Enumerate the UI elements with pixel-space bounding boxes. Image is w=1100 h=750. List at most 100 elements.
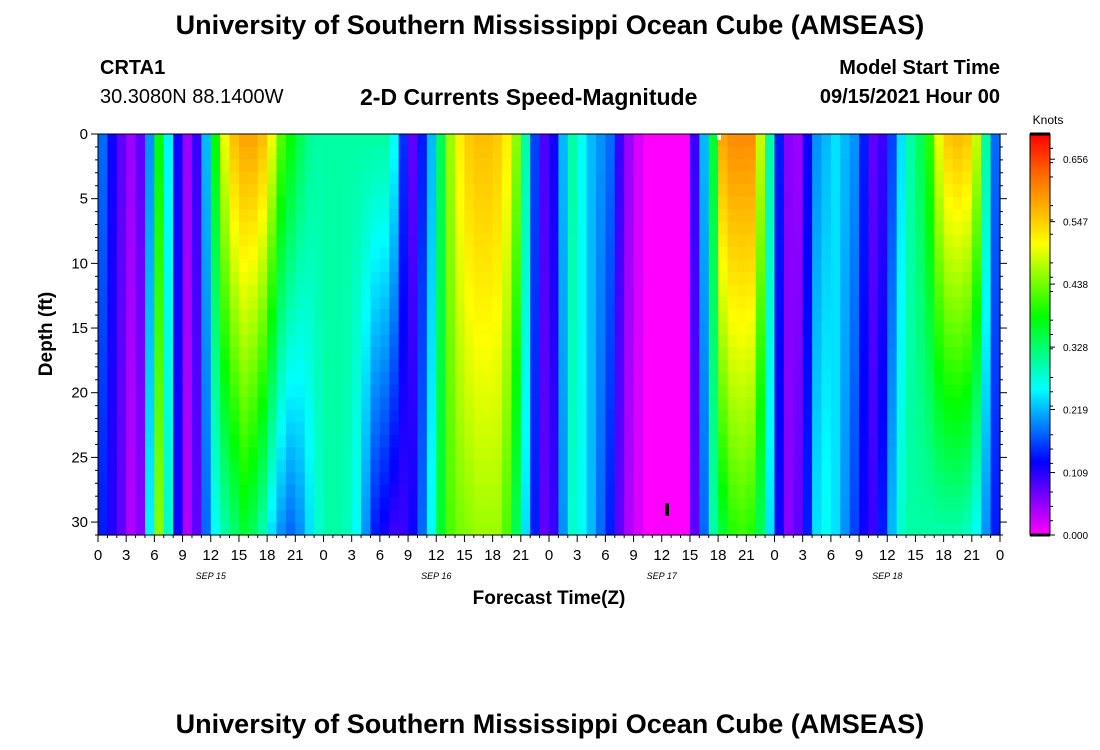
heatmap-cell xyxy=(126,409,137,423)
heatmap-cell xyxy=(727,146,738,160)
heatmap-cell xyxy=(530,284,541,298)
heatmap-cell xyxy=(126,359,137,373)
heatmap-cell xyxy=(614,171,625,185)
heatmap-cell xyxy=(755,296,766,311)
heatmap-cell xyxy=(652,234,663,248)
heatmap-cell xyxy=(389,359,400,373)
heatmap-cell xyxy=(144,422,155,436)
heatmap-cell xyxy=(718,372,729,386)
heatmap-cell xyxy=(464,171,475,185)
heatmap-cell xyxy=(135,271,146,285)
heatmap-cell xyxy=(624,284,635,298)
heatmap-cell xyxy=(539,497,550,511)
heatmap-cell xyxy=(981,409,992,423)
heatmap-cell xyxy=(765,484,776,499)
heatmap-cell xyxy=(859,459,870,473)
heatmap-cell xyxy=(718,271,729,285)
heatmap-cell xyxy=(229,271,240,285)
heatmap-cell xyxy=(389,321,400,336)
heatmap-cell xyxy=(126,472,137,486)
heatmap-cell xyxy=(680,459,691,473)
heatmap-cell xyxy=(868,347,879,361)
heatmap-cell xyxy=(924,146,935,160)
heatmap-cell xyxy=(511,296,522,311)
heatmap-cell xyxy=(417,234,428,248)
heatmap-cell xyxy=(840,497,851,511)
heatmap-cell xyxy=(614,384,625,398)
heatmap-cell xyxy=(934,309,945,323)
heatmap-cell xyxy=(220,159,231,173)
heatmap-cell xyxy=(483,309,494,323)
heatmap-cell xyxy=(877,459,888,473)
heatmap-cell xyxy=(220,472,231,486)
heatmap-cell xyxy=(793,397,804,411)
heatmap-cell xyxy=(201,271,212,285)
heatmap-cell xyxy=(736,522,747,536)
heatmap-cell xyxy=(248,347,259,361)
heatmap-cell xyxy=(361,409,372,423)
heatmap-cell xyxy=(126,234,137,248)
heatmap-cell xyxy=(595,196,606,210)
heatmap-cell xyxy=(135,522,146,536)
heatmap-cell xyxy=(220,434,231,448)
heatmap-cell xyxy=(370,171,381,185)
heatmap-cell xyxy=(285,522,296,536)
heatmap-cell xyxy=(238,259,249,273)
heatmap-cell xyxy=(163,359,174,373)
heatmap-cell xyxy=(408,171,419,185)
heatmap-cell xyxy=(774,409,785,423)
heatmap-cell xyxy=(229,347,240,361)
heatmap-cell xyxy=(943,234,954,248)
heatmap-cell xyxy=(727,397,738,411)
heatmap-cell xyxy=(605,447,616,461)
heatmap-cell xyxy=(473,459,484,473)
heatmap-cell xyxy=(887,334,898,348)
heatmap-cell xyxy=(210,372,221,386)
heatmap-cell xyxy=(539,246,550,260)
heatmap-cell xyxy=(314,171,325,185)
heatmap-cell xyxy=(642,372,653,386)
heatmap-cell xyxy=(793,309,804,323)
heatmap-cell xyxy=(727,159,738,173)
heatmap-cell xyxy=(285,171,296,185)
heatmap-cell xyxy=(530,309,541,323)
heatmap-cell xyxy=(915,447,926,461)
heatmap-cell xyxy=(332,159,343,173)
heatmap-cell xyxy=(163,434,174,448)
heatmap-cell xyxy=(877,484,888,499)
heatmap-cell xyxy=(98,334,108,348)
heatmap-cell xyxy=(577,309,588,323)
heatmap-cell xyxy=(539,484,550,499)
heatmap-cell xyxy=(248,134,259,148)
heatmap-cell xyxy=(783,472,794,486)
heatmap-cell xyxy=(549,259,559,273)
heatmap-cell xyxy=(633,497,644,511)
heatmap-cell xyxy=(671,221,682,235)
heatmap-cell xyxy=(229,134,240,148)
heatmap-cell xyxy=(248,422,259,436)
heatmap-cell xyxy=(558,347,569,361)
heatmap-cell xyxy=(135,359,146,373)
colorbar-tick-label: 0.547 xyxy=(1063,218,1088,229)
heatmap-cell xyxy=(173,221,184,235)
heatmap-cell xyxy=(633,372,644,386)
heatmap-cell xyxy=(361,397,372,411)
heatmap-cell xyxy=(107,334,118,348)
heatmap-cell xyxy=(755,146,766,160)
heatmap-cell xyxy=(257,397,268,411)
heatmap-cell xyxy=(426,497,437,511)
heatmap-cell xyxy=(971,422,982,436)
heatmap-cell xyxy=(549,146,559,160)
x-tick-label: 0 xyxy=(996,547,1004,564)
heatmap-cell xyxy=(812,522,823,536)
heatmap-cell xyxy=(455,184,466,198)
heatmap-cell xyxy=(830,284,841,298)
heatmap-cell xyxy=(191,434,202,448)
heatmap-cell xyxy=(323,497,334,511)
heatmap-cell xyxy=(595,372,606,386)
heatmap-cell xyxy=(774,184,785,198)
heatmap-cell xyxy=(962,284,973,298)
heatmap-cell xyxy=(379,422,390,436)
heatmap-cell xyxy=(802,347,813,361)
heatmap-cell xyxy=(455,372,466,386)
